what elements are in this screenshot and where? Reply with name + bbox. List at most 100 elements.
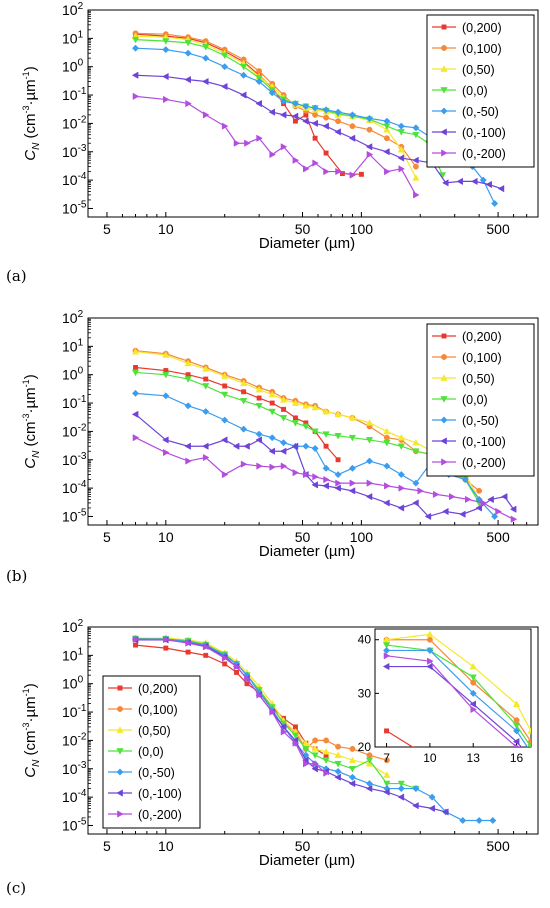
data-point [348,414,357,421]
data-point [232,442,240,450]
data-point [312,135,318,141]
x-axis-label: Diameter (µm) [259,852,355,869]
x-tick-label: 5 [103,838,111,854]
data-point [291,420,300,427]
legend-label: (0,-50) [462,105,499,119]
data-point [302,117,309,125]
data-point [323,475,330,484]
y-axis-label-part: (cm [22,113,39,142]
data-point [311,403,319,411]
data-point [442,179,449,187]
series-line [135,32,417,167]
legend-label: (0,-100) [462,435,506,449]
data-point [132,434,140,442]
data-point [383,135,390,142]
data-point [417,487,424,495]
data-point [397,443,405,450]
data-point [243,442,250,450]
x-axis-label: Diameter (µm) [259,235,355,252]
data-point [268,408,276,416]
data-point [348,434,357,442]
data-point [509,505,517,513]
data-point [489,816,497,825]
data-point [335,457,341,463]
data-point [221,416,229,424]
data-point [279,723,287,731]
y-tick-exponent: -4 [78,788,87,799]
y-axis-label-part: ) [22,683,39,688]
data-point [279,415,288,422]
data-point [365,114,374,122]
data-point [312,159,319,167]
legend-marker [116,789,123,797]
y-axis-label: CN (cm-3·µm-1) [21,683,42,777]
data-point [291,442,299,450]
data-point [323,167,330,176]
data-point [322,747,330,755]
data-point [268,390,276,398]
y-tick-label: 10-1 [62,703,87,720]
y-axis-label-part: ) [22,66,39,71]
data-point [162,392,170,400]
data-point [311,752,319,759]
data-point [432,490,440,499]
y-tick-exponent: -5 [78,199,87,210]
data-point [322,482,329,490]
data-point [397,785,405,793]
data-point [302,442,310,450]
data-point [335,479,342,487]
legend-label: (0,100) [462,351,502,365]
data-point [412,156,419,164]
inset-data-point [527,727,531,734]
data-point [500,493,508,501]
y-tick-exponent: -2 [78,114,87,125]
data-point [456,177,463,186]
data-point [497,185,505,193]
y-axis-label-part: C [22,767,39,778]
data-point [323,443,329,449]
y-axis-label: CN (cm-3·µm-1) [21,374,42,468]
data-point [222,661,228,667]
data-point [334,751,342,759]
legend-label: (0,200) [138,682,178,696]
legend-marker [117,706,123,712]
data-point [280,143,288,151]
inset-data-point [528,749,534,755]
y-tick-label: 101 [62,29,84,46]
data-point [292,156,300,164]
plot-frame [87,626,539,835]
data-point [203,376,209,382]
legend-label: (0,-100) [462,126,506,140]
data-point [397,793,405,801]
y-tick-exponent: 1 [78,29,84,40]
legend-marker [440,107,448,115]
legend-marker [440,374,448,381]
legend-marker [116,748,124,755]
data-point [291,732,300,740]
data-point [279,111,287,119]
data-point [221,122,229,130]
series-group [131,634,497,825]
x-tick-label: 50 [295,529,311,545]
y-tick-exponent: -1 [78,703,87,714]
y-tick-exponent: -5 [78,816,87,827]
series-group [131,30,505,208]
y-tick-exponent: -5 [78,507,87,518]
data-point [334,432,342,440]
y-tick-exponent: 2 [78,1,84,12]
legend-marker [440,396,448,403]
data-point [442,507,449,516]
data-point [412,163,419,170]
x-tick-label: 10 [158,221,174,237]
inset-data-point [383,652,391,660]
data-point [202,383,210,390]
data-point [334,471,342,479]
data-point [162,371,170,379]
data-point [311,119,318,128]
data-point [358,171,364,177]
inset-data-point [469,700,477,708]
y-axis-label-part: -3 [21,413,31,421]
legend-marker [117,685,123,691]
data-point [322,106,330,114]
legend-label: (0,50) [462,63,495,77]
